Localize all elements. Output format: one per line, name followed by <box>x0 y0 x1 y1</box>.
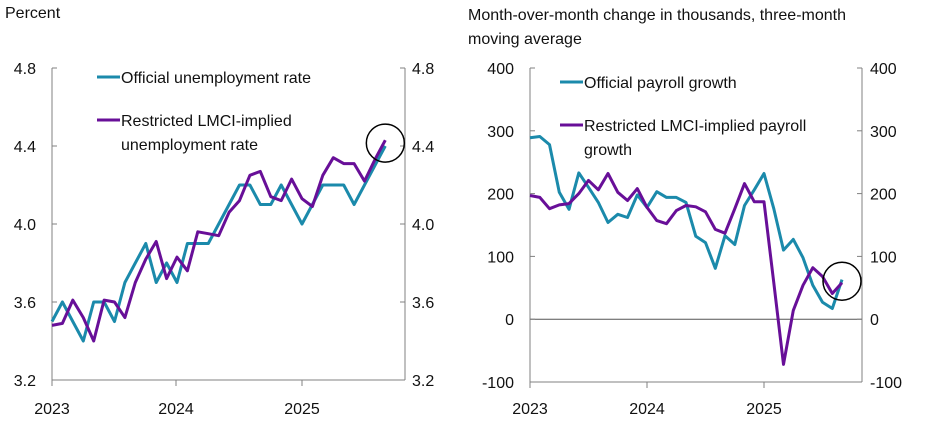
y-tick-label-left: 100 <box>487 249 514 266</box>
y-tick-label-left: 4.8 <box>14 61 36 78</box>
y-tick-label-left: 300 <box>487 124 514 141</box>
legend: Official unemployment rate Restricted LMC… <box>97 70 311 154</box>
y-tick-label-right: 0 <box>870 312 879 329</box>
lmci-series-line <box>51 139 387 343</box>
y-tick-label-right: 100 <box>870 249 897 266</box>
x-tick-label: 2023 <box>34 401 70 418</box>
y-tick-label-left: -100 <box>482 375 514 392</box>
x-tick-label: 2023 <box>512 401 548 418</box>
legend-label: Official unemployment rate <box>121 70 311 87</box>
y-tick-label-left: 4.4 <box>14 139 36 156</box>
legend-label: Restricted LMCI-implied unemployment rate <box>121 113 292 154</box>
y-tick-label-right: 400 <box>870 61 897 78</box>
y-tick-label-left: 200 <box>487 187 514 204</box>
highlight-circle <box>365 123 406 163</box>
official-series-line <box>529 135 844 310</box>
legend-label: Restricted LMCI-implied payroll growth <box>584 118 806 159</box>
legend-label-line: Official unemployment rate <box>121 70 311 87</box>
legend: Official payroll growth Restricted LMCI-i… <box>560 75 806 159</box>
legend-label-line: Official payroll growth <box>584 75 737 92</box>
highlight-circle <box>822 261 862 301</box>
y-tick-label-left: 0 <box>505 312 514 329</box>
y-tick-label-right: -100 <box>870 375 902 392</box>
legend-label: Official payroll growth <box>584 75 737 92</box>
x-tick-label: 2025 <box>746 401 782 418</box>
x-tick-label: 2025 <box>284 401 320 418</box>
y-tick-label-right: 4.8 <box>412 61 434 78</box>
y-tick-label-right: 200 <box>870 187 897 204</box>
y-tick-label-right: 3.6 <box>412 295 434 312</box>
legend-label-line: Restricted LMCI-implied <box>121 113 292 130</box>
y-axis-title: Percent <box>5 5 61 22</box>
official-series-line <box>50 145 387 343</box>
x-tick-label: 2024 <box>158 401 194 418</box>
y-axis-title: Month-over-month change in thousands, th… <box>468 7 846 24</box>
legend-label-line: growth <box>584 142 632 159</box>
y-tick-label-left: 3.6 <box>14 295 36 312</box>
lmci-series-line <box>529 172 844 366</box>
unemployment-chart: Percent 3.2 3.2 3.6 3.6 4.0 4.0 4.4 4.4 4.8 4.8 202… <box>5 5 434 418</box>
y-tick-label-right: 3.2 <box>412 373 434 390</box>
y-tick-label-right: 300 <box>870 124 897 141</box>
y-tick-label-right: 4.4 <box>412 139 434 156</box>
payroll-chart: Month-over-month change in thousands, th… <box>468 7 902 418</box>
y-tick-label-right: 4.0 <box>412 217 434 234</box>
x-tick-label: 2024 <box>629 401 665 418</box>
y-tick-label-left: 4.0 <box>14 217 36 234</box>
legend-label-line: Restricted LMCI-implied payroll <box>584 118 806 135</box>
legend-label-line: unemployment rate <box>121 137 258 154</box>
y-tick-label-left: 3.2 <box>14 373 36 390</box>
y-tick-label-left: 400 <box>487 61 514 78</box>
y-axis-title: moving average <box>468 31 582 48</box>
